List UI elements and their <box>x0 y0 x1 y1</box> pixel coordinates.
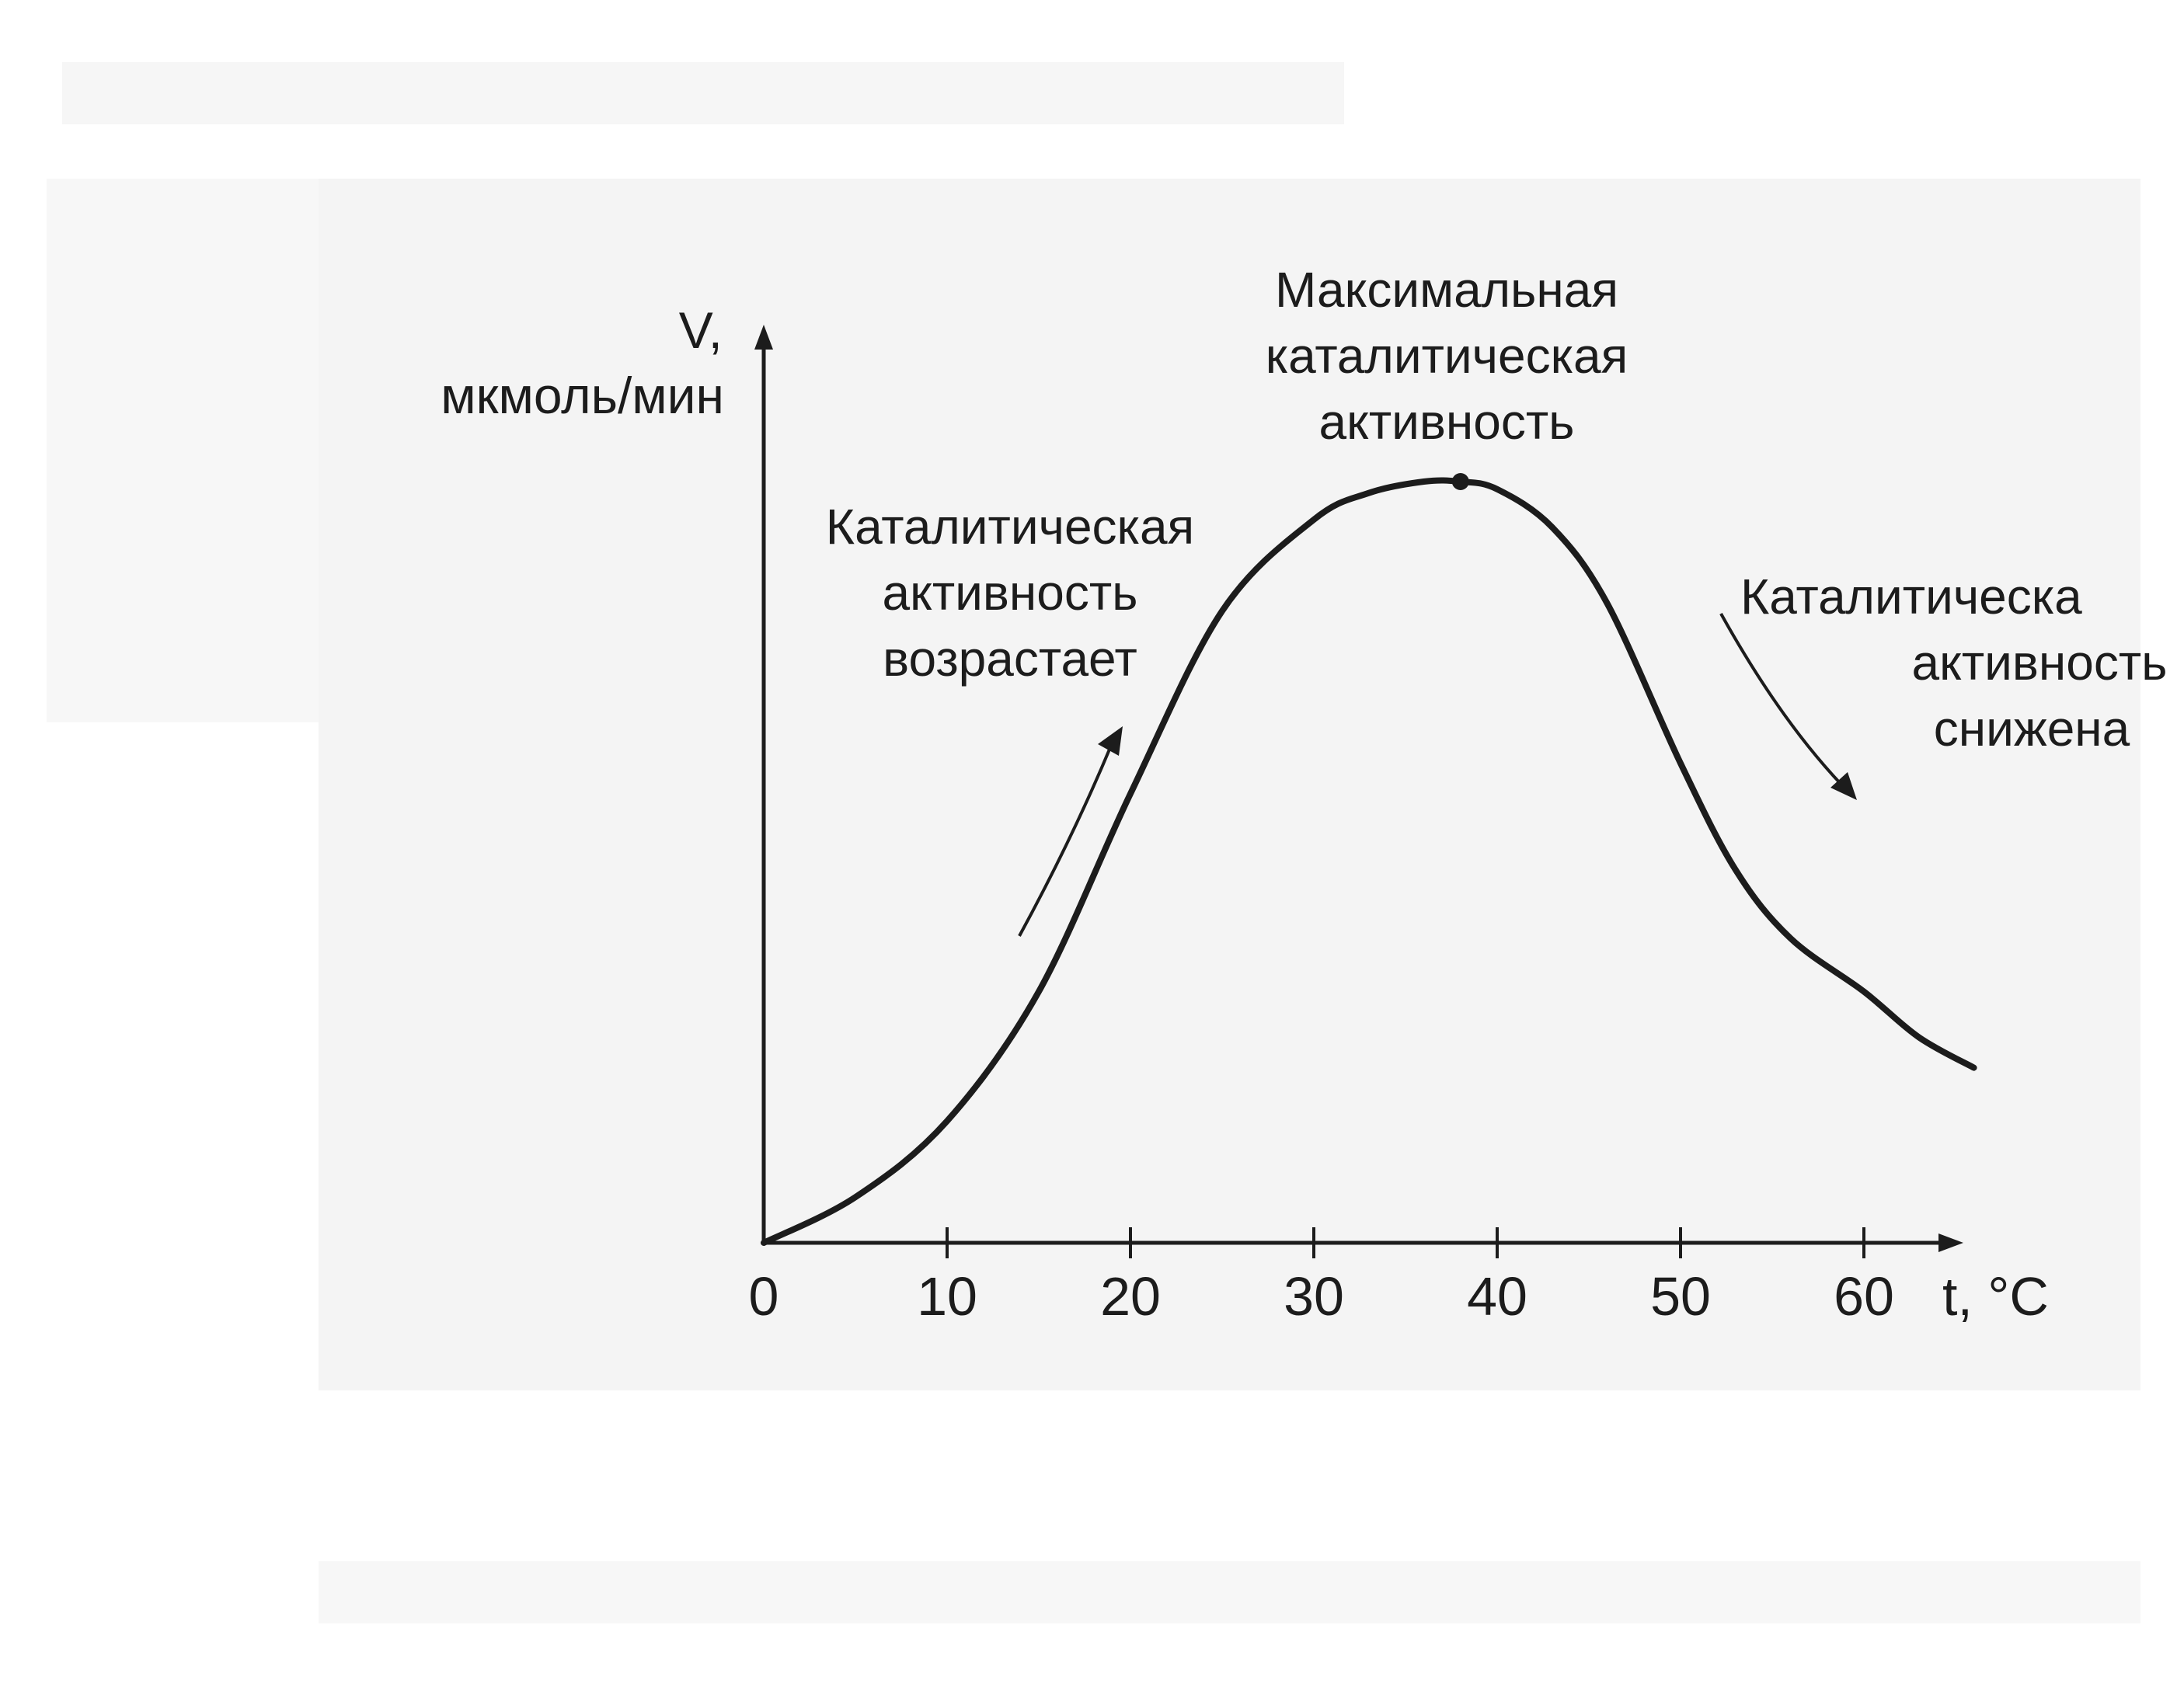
x-axis-tick-labels: 0 10 20 30 40 50 60 <box>749 1266 1894 1327</box>
x-tick-label-50: 50 <box>1650 1266 1711 1327</box>
annotation-falling-line1: Каталитическа <box>1740 569 2082 625</box>
axes: 0 10 20 30 40 50 60 <box>749 325 1963 1327</box>
activity-curve <box>761 477 1977 1246</box>
x-tick-label-20: 20 <box>1100 1266 1161 1327</box>
x-tick-label-10: 10 <box>917 1266 977 1327</box>
annotation-falling-line3: снижена <box>1934 701 2130 757</box>
falling-arrow <box>1719 613 1843 786</box>
x-tick-label-40: 40 <box>1467 1266 1527 1327</box>
x-axis-label: t, °C <box>1942 1266 2049 1327</box>
x-axis-ticks <box>946 1227 1865 1258</box>
annotation-activity-falling: Каталитическа активность снижена <box>1719 569 2168 800</box>
annotation-max-line2: каталитическая <box>1266 328 1628 384</box>
annotation-activity-rising: Каталитическая активность возрастает <box>826 499 1194 937</box>
falling-arrowhead <box>1830 772 1857 800</box>
rising-arrowhead <box>1098 726 1123 756</box>
annotation-max-line1: Максимальная <box>1275 262 1618 318</box>
x-tick-label-60: 60 <box>1834 1266 1894 1327</box>
annotation-max-activity: Максимальная каталитическая активность <box>1266 262 1628 450</box>
y-axis-label-line1: V, <box>679 301 723 359</box>
y-axis-label-line2: мкмоль/мин <box>441 367 724 424</box>
annotation-rising-line1: Каталитическая <box>826 499 1194 555</box>
rising-arrow <box>1018 745 1113 937</box>
max-activity-point <box>1451 473 1469 490</box>
x-axis-arrowhead <box>1938 1233 1963 1252</box>
annotation-falling-line2: активность <box>1912 635 2168 691</box>
x-tick-label-0: 0 <box>749 1266 779 1327</box>
annotation-rising-line2: активность <box>883 565 1138 621</box>
annotation-max-line3: активность <box>1319 394 1575 450</box>
annotation-rising-line3: возрастает <box>883 631 1137 687</box>
x-tick-label-30: 30 <box>1284 1266 1344 1327</box>
y-axis-arrowhead <box>754 325 773 350</box>
